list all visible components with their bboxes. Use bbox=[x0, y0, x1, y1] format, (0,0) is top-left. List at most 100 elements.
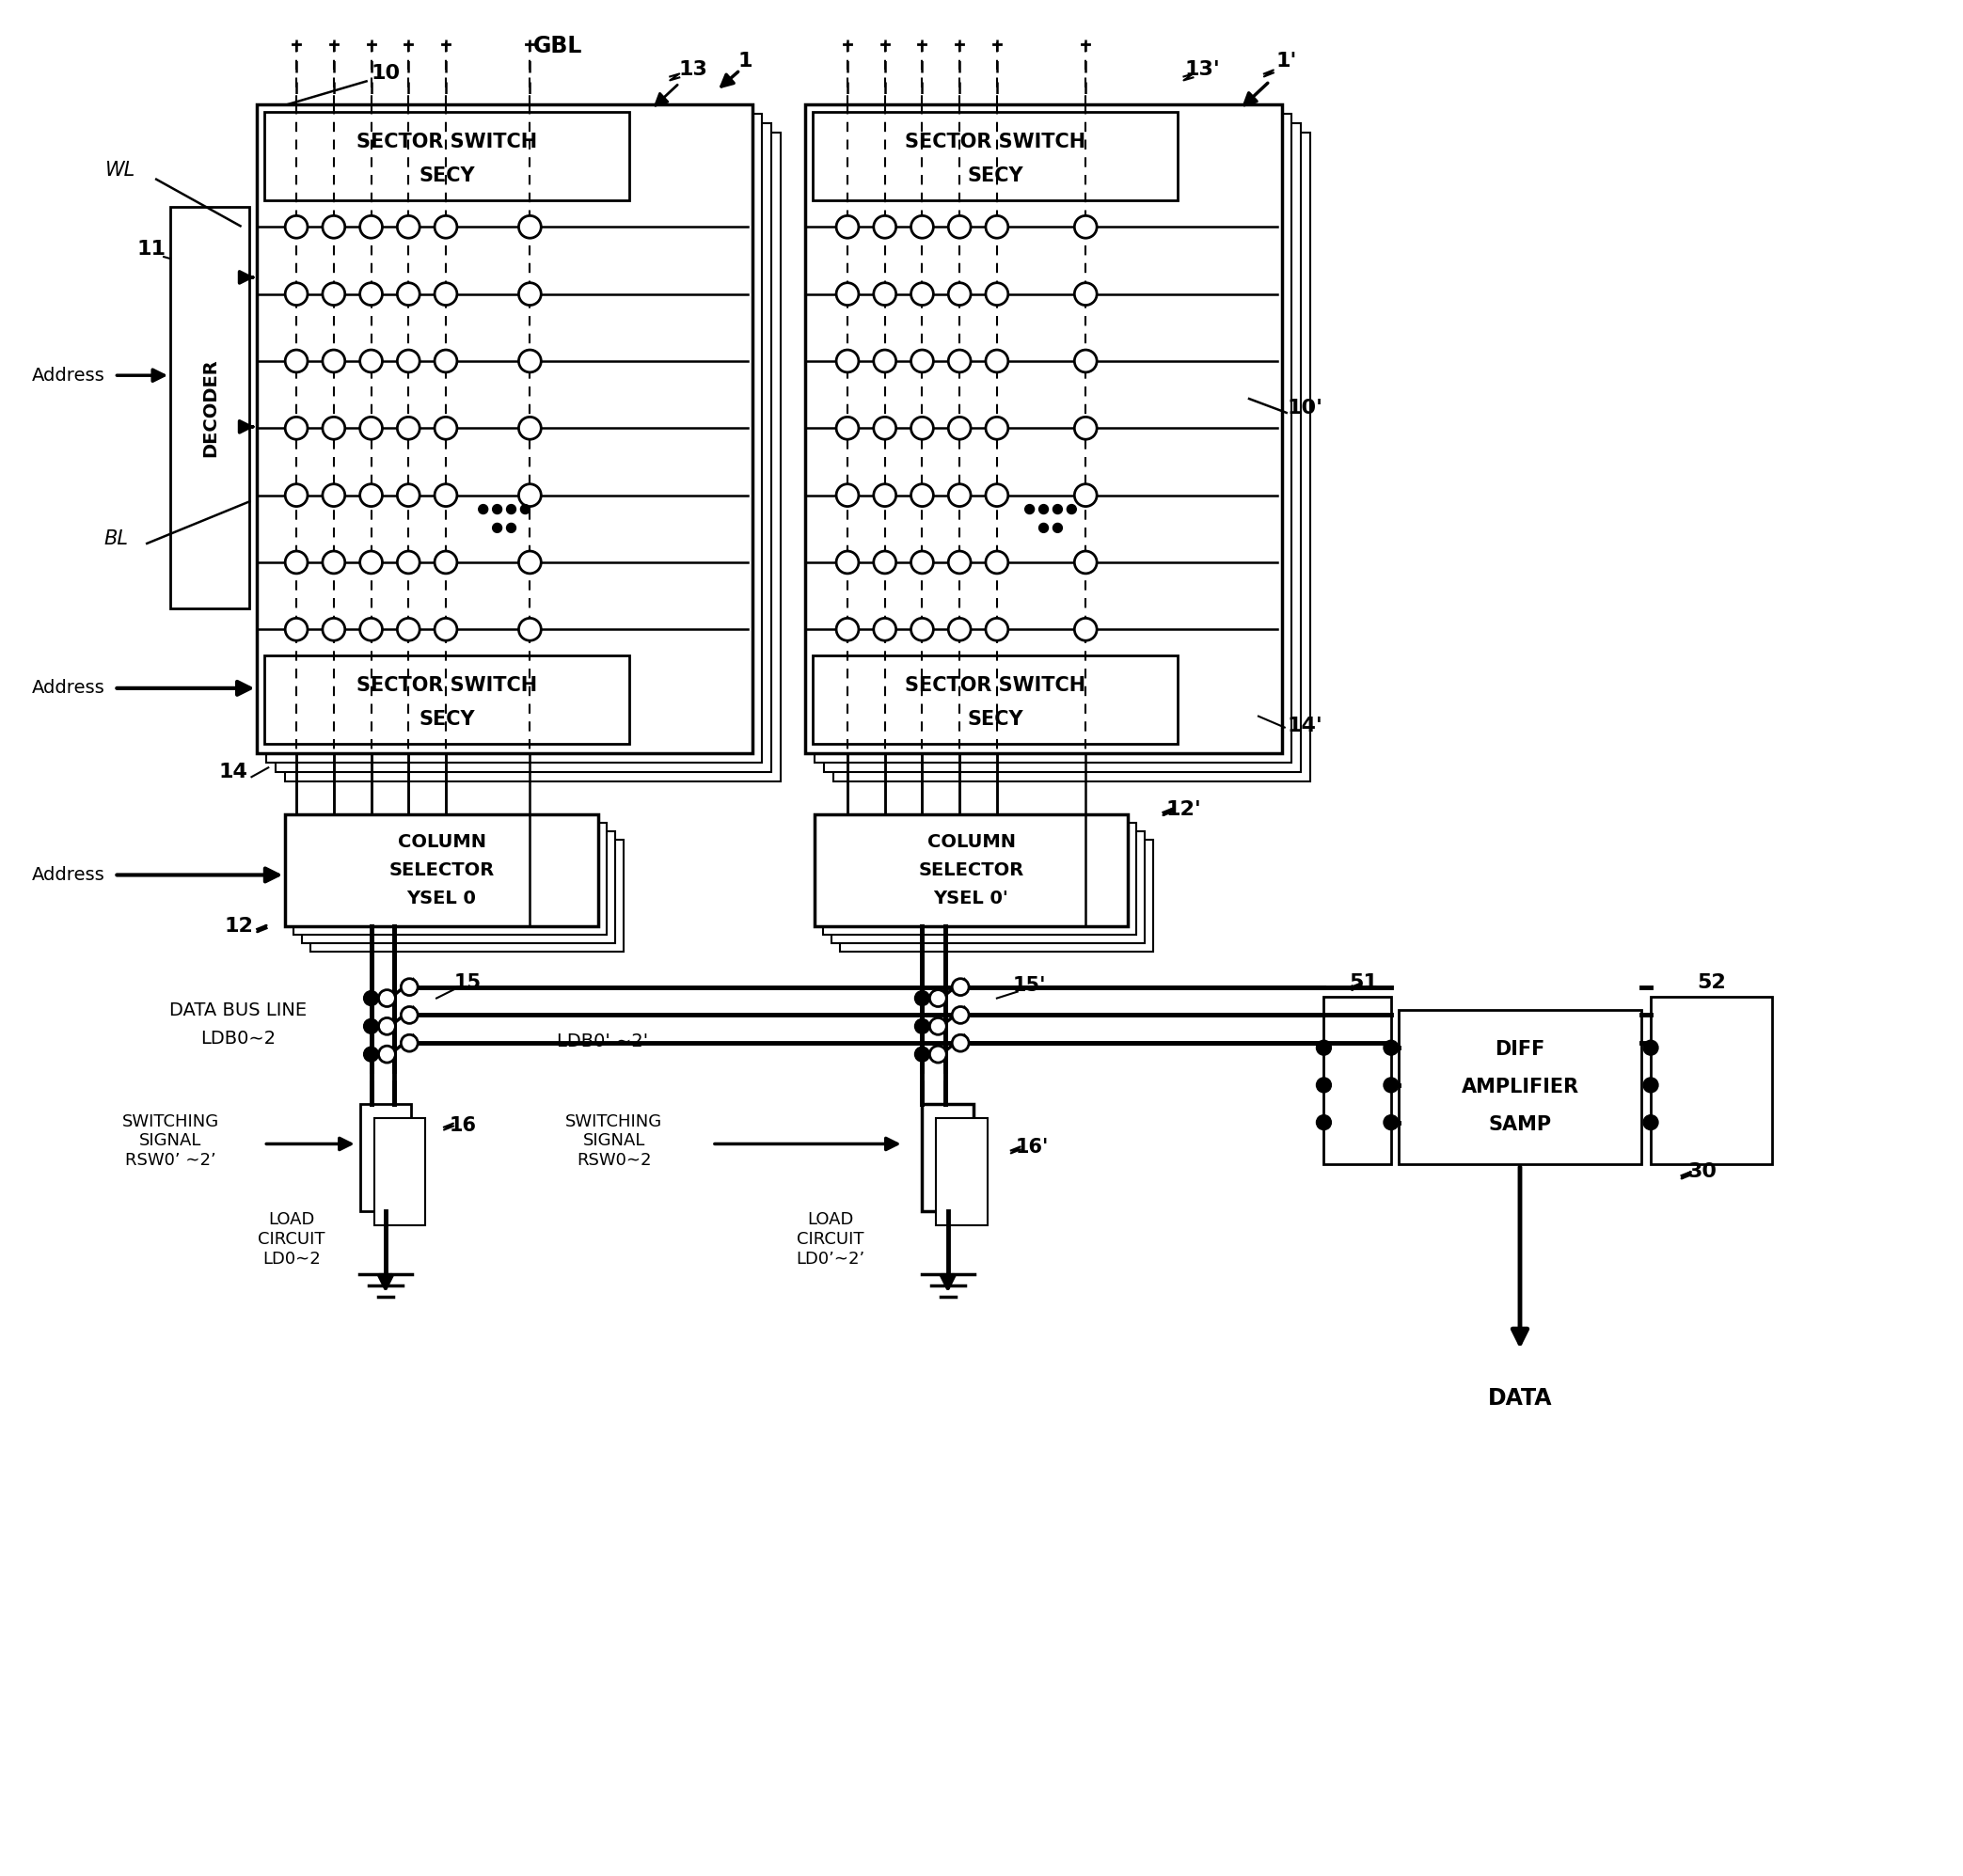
Text: SELECTOR: SELECTOR bbox=[919, 861, 1025, 880]
Text: 10': 10' bbox=[1288, 400, 1323, 418]
Circle shape bbox=[359, 349, 383, 371]
Circle shape bbox=[518, 416, 542, 439]
Text: DIFF: DIFF bbox=[1496, 1039, 1545, 1058]
Bar bbox=[805, 105, 1282, 754]
Circle shape bbox=[1317, 1077, 1331, 1092]
Text: SELECTOR: SELECTOR bbox=[389, 861, 495, 880]
Circle shape bbox=[322, 349, 345, 371]
Circle shape bbox=[506, 523, 516, 533]
Bar bbox=[815, 114, 1292, 764]
Circle shape bbox=[952, 979, 970, 996]
Text: SECTOR SWITCH: SECTOR SWITCH bbox=[905, 675, 1086, 694]
Text: 1: 1 bbox=[738, 51, 752, 69]
Circle shape bbox=[836, 349, 858, 371]
Circle shape bbox=[285, 283, 308, 306]
Circle shape bbox=[1384, 1114, 1398, 1129]
Circle shape bbox=[930, 1019, 946, 1036]
Circle shape bbox=[985, 216, 1009, 238]
Circle shape bbox=[322, 216, 345, 238]
Text: BL: BL bbox=[104, 529, 128, 548]
Circle shape bbox=[400, 1007, 418, 1024]
Circle shape bbox=[359, 416, 383, 439]
Text: LOAD
CIRCUIT
LD0’∼2’: LOAD CIRCUIT LD0’∼2’ bbox=[797, 1212, 866, 1266]
Circle shape bbox=[915, 1019, 930, 1034]
Circle shape bbox=[493, 523, 503, 533]
Circle shape bbox=[285, 552, 308, 574]
Circle shape bbox=[874, 283, 895, 306]
Circle shape bbox=[915, 1047, 930, 1062]
Circle shape bbox=[836, 619, 858, 640]
Bar bbox=[834, 133, 1309, 782]
Text: SECY: SECY bbox=[968, 709, 1023, 728]
Circle shape bbox=[911, 619, 932, 640]
Circle shape bbox=[1074, 349, 1097, 371]
Circle shape bbox=[322, 619, 345, 640]
Text: GBL: GBL bbox=[534, 34, 583, 56]
Circle shape bbox=[1074, 283, 1097, 306]
Bar bbox=[277, 124, 771, 773]
Text: 30: 30 bbox=[1688, 1163, 1718, 1182]
Circle shape bbox=[322, 283, 345, 306]
Circle shape bbox=[322, 416, 345, 439]
Circle shape bbox=[400, 979, 418, 996]
Text: AMPLIFIER: AMPLIFIER bbox=[1460, 1077, 1578, 1096]
Circle shape bbox=[1643, 1041, 1659, 1054]
Circle shape bbox=[518, 283, 542, 306]
Text: DECODER: DECODER bbox=[200, 358, 220, 458]
Circle shape bbox=[1643, 1077, 1659, 1092]
Circle shape bbox=[1068, 505, 1076, 514]
Circle shape bbox=[911, 283, 932, 306]
Circle shape bbox=[359, 283, 383, 306]
Text: 51: 51 bbox=[1349, 974, 1378, 992]
Circle shape bbox=[985, 349, 1009, 371]
Circle shape bbox=[1074, 552, 1097, 574]
Circle shape bbox=[836, 283, 858, 306]
Circle shape bbox=[948, 416, 972, 439]
Circle shape bbox=[985, 484, 1009, 507]
Circle shape bbox=[518, 484, 542, 507]
Text: 12': 12' bbox=[1166, 801, 1201, 820]
Circle shape bbox=[948, 216, 972, 238]
Bar bbox=[285, 814, 599, 927]
Circle shape bbox=[397, 216, 420, 238]
Bar bbox=[265, 655, 628, 745]
Circle shape bbox=[1384, 1077, 1398, 1092]
Circle shape bbox=[948, 619, 972, 640]
Circle shape bbox=[363, 1047, 379, 1062]
Circle shape bbox=[948, 283, 972, 306]
Circle shape bbox=[434, 552, 457, 574]
Text: YSEL 0': YSEL 0' bbox=[934, 889, 1009, 908]
Text: COLUMN: COLUMN bbox=[397, 833, 485, 852]
Circle shape bbox=[836, 216, 858, 238]
Circle shape bbox=[985, 283, 1009, 306]
Circle shape bbox=[836, 416, 858, 439]
Circle shape bbox=[1052, 505, 1062, 514]
Circle shape bbox=[285, 416, 308, 439]
Text: 14: 14 bbox=[218, 764, 247, 782]
Circle shape bbox=[397, 552, 420, 574]
Bar bbox=[265, 113, 628, 201]
Text: 13: 13 bbox=[679, 60, 709, 79]
Circle shape bbox=[874, 552, 895, 574]
Text: DATA: DATA bbox=[1488, 1386, 1553, 1409]
Text: 16': 16' bbox=[1015, 1139, 1048, 1157]
Text: YSEL 0: YSEL 0 bbox=[406, 889, 477, 908]
Circle shape bbox=[948, 552, 972, 574]
Bar bbox=[373, 1118, 426, 1225]
Circle shape bbox=[479, 505, 489, 514]
Circle shape bbox=[397, 283, 420, 306]
Text: 11: 11 bbox=[137, 240, 167, 259]
Text: 10: 10 bbox=[371, 64, 400, 83]
Circle shape bbox=[1074, 216, 1097, 238]
Circle shape bbox=[434, 619, 457, 640]
Bar bbox=[815, 814, 1127, 927]
Circle shape bbox=[397, 349, 420, 371]
Circle shape bbox=[506, 505, 516, 514]
Circle shape bbox=[1038, 523, 1048, 533]
Text: 13': 13' bbox=[1184, 60, 1221, 79]
Text: SAMP: SAMP bbox=[1488, 1114, 1551, 1133]
Circle shape bbox=[285, 484, 308, 507]
Circle shape bbox=[322, 552, 345, 574]
Bar bbox=[285, 133, 779, 782]
Circle shape bbox=[911, 216, 932, 238]
